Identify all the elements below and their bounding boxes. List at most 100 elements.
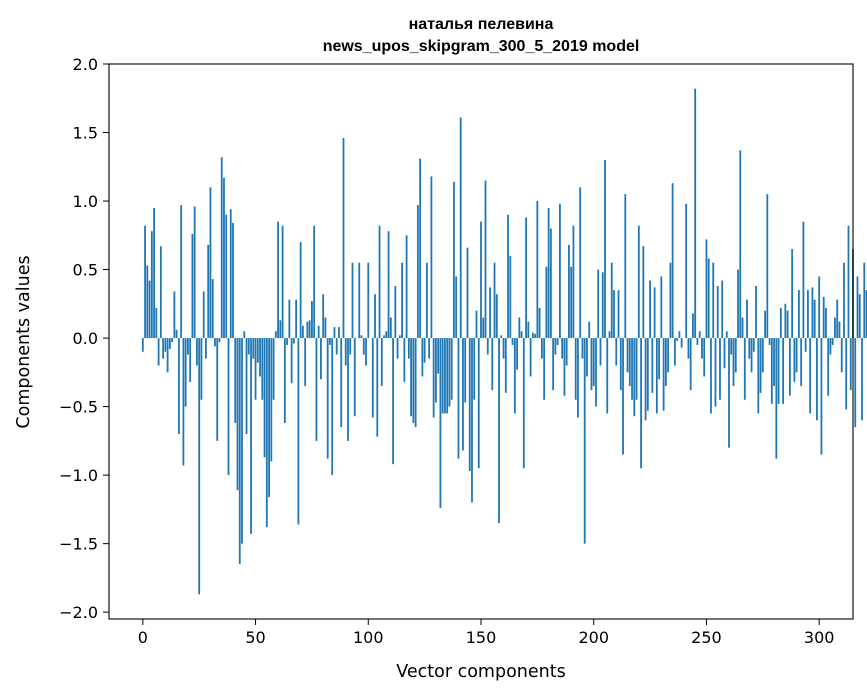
bar-29	[207, 244, 210, 339]
bar-149	[477, 338, 480, 469]
bar-290	[795, 338, 798, 373]
y-tick-label: 1.5	[73, 124, 98, 143]
y-tick-label: 2.0	[73, 55, 98, 74]
bar-94	[353, 338, 356, 417]
y-tick-label: 0.5	[73, 261, 98, 280]
bar-33	[216, 338, 219, 441]
bar-0	[141, 338, 144, 352]
bar-8	[159, 246, 162, 339]
bar-248	[701, 338, 703, 359]
bar-117	[405, 235, 408, 339]
bar-238	[678, 331, 681, 339]
bar-289	[793, 338, 796, 382]
bar-138	[453, 181, 455, 339]
bar-229	[658, 338, 661, 380]
bar-181	[549, 228, 552, 339]
bar-173	[531, 332, 534, 339]
bar-159	[500, 335, 503, 339]
chart-title-line2: news_upos_skipgram_300_5_2019 model	[323, 38, 640, 55]
bar-291	[797, 290, 800, 339]
bar-215	[626, 338, 629, 373]
y-axis-label: Components values	[14, 255, 34, 428]
bar-112	[394, 286, 397, 339]
bar-150	[480, 221, 482, 339]
bar-2	[146, 265, 149, 339]
bar-221	[640, 338, 642, 469]
bar-246	[696, 338, 699, 345]
bar-177	[540, 338, 543, 359]
bar-59	[274, 331, 277, 339]
bar-182	[552, 338, 555, 391]
x-tick-label: 150	[466, 628, 497, 647]
bar-190	[570, 266, 573, 339]
bar-206	[606, 338, 609, 414]
bar-145	[468, 338, 471, 471]
bar-13	[171, 338, 174, 343]
bar-10	[164, 338, 167, 352]
bar-296	[809, 338, 812, 414]
bar-220	[637, 225, 640, 339]
bar-26	[200, 338, 203, 400]
bar-89	[342, 138, 345, 339]
bar-6	[155, 307, 158, 339]
bar-77	[315, 338, 318, 441]
bar-42	[236, 338, 239, 491]
bar-272	[755, 286, 757, 339]
bar-313	[847, 225, 850, 339]
bar-283	[779, 307, 782, 339]
bar-276	[764, 310, 766, 339]
bar-139	[455, 276, 458, 339]
y-tick-label: −1.0	[59, 466, 98, 485]
bar-50	[254, 338, 257, 400]
x-tick-label: 100	[353, 628, 384, 647]
bar-194	[579, 187, 582, 339]
bar-131	[437, 338, 440, 374]
bar-217	[631, 338, 633, 400]
bar-282	[777, 338, 780, 404]
bar-286	[786, 310, 789, 339]
bar-78	[317, 325, 320, 339]
bar-226	[651, 338, 654, 393]
bar-49	[252, 338, 255, 359]
bar-191	[572, 225, 575, 339]
bar-142	[462, 338, 464, 451]
bar-251	[707, 258, 710, 339]
bar-99	[365, 338, 367, 366]
bar-75	[311, 301, 313, 339]
bar-32	[214, 338, 216, 347]
bar-56	[268, 338, 270, 498]
bar-40	[232, 222, 234, 339]
bar-7	[157, 338, 160, 366]
bar-293	[802, 221, 805, 339]
bar-27	[202, 291, 205, 339]
bar-298	[813, 299, 816, 339]
bar-148	[475, 310, 478, 339]
bar-81	[324, 317, 327, 339]
bar-19	[184, 338, 187, 407]
bar-260	[728, 338, 730, 448]
bar-133	[441, 338, 444, 414]
bar-12	[168, 338, 171, 350]
bar-127	[428, 338, 431, 359]
bar-119	[410, 338, 413, 417]
plot-frame	[108, 63, 854, 620]
bar-244	[692, 313, 694, 339]
bar-196	[583, 338, 586, 544]
bar-262	[732, 338, 735, 387]
bar-183	[554, 338, 557, 355]
bar-308	[836, 299, 839, 339]
bar-155	[491, 338, 494, 391]
bar-72	[304, 338, 307, 387]
bar-34	[218, 338, 221, 343]
bar-253	[712, 262, 715, 339]
bar-54	[263, 338, 266, 458]
bar-132	[439, 338, 442, 508]
bar-125	[423, 338, 426, 363]
bar-18	[182, 338, 185, 466]
bar-38	[227, 338, 230, 476]
bar-114	[398, 335, 401, 339]
bar-28	[205, 338, 207, 359]
bar-52	[259, 338, 261, 377]
bar-79	[320, 338, 322, 380]
bar-216	[628, 338, 631, 387]
